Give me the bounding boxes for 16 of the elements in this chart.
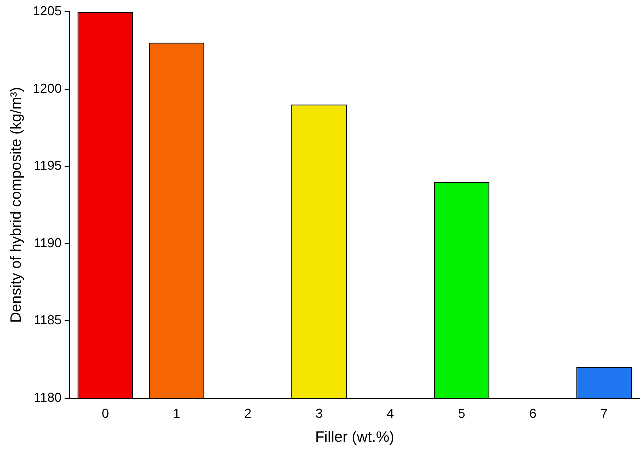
x-tick-label: 5	[458, 406, 466, 421]
y-tick-label: 1190	[34, 235, 62, 250]
y-tick-label: 1205	[33, 4, 62, 19]
y-tick-label: 1185	[34, 312, 62, 328]
y-tick-label: 1180	[34, 390, 62, 405]
y-tick-label: 1195	[34, 158, 62, 174]
x-tick-label: 6	[529, 406, 537, 421]
y-axis-title: Density of hybrid composite (kg/m³)	[8, 87, 26, 324]
y-tick-label: 1200	[33, 80, 62, 96]
x-tick-label: 2	[244, 406, 252, 421]
x-tick-label: 0	[102, 406, 110, 421]
x-tick-label: 1	[173, 406, 180, 421]
x-tick-label: 4	[386, 406, 394, 421]
x-tick-label: 3	[316, 406, 323, 421]
x-tick-label: 7	[600, 406, 608, 421]
x-axis-title: Filler (wt.%)	[315, 429, 395, 446]
